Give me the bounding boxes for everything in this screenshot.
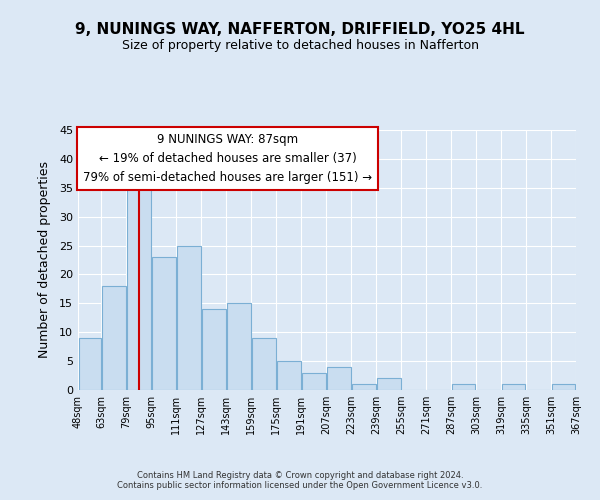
Bar: [127, 182, 151, 390]
Bar: [551, 384, 575, 390]
Bar: [102, 286, 126, 390]
Bar: [152, 257, 176, 390]
Text: Contains HM Land Registry data © Crown copyright and database right 2024.
Contai: Contains HM Land Registry data © Crown c…: [118, 470, 482, 490]
Y-axis label: Number of detached properties: Number of detached properties: [38, 162, 50, 358]
Bar: [502, 384, 526, 390]
Bar: [177, 246, 201, 390]
Bar: [302, 372, 326, 390]
Bar: [227, 304, 251, 390]
Bar: [252, 338, 275, 390]
Text: Size of property relative to detached houses in Nafferton: Size of property relative to detached ho…: [121, 39, 479, 52]
Bar: [352, 384, 376, 390]
Bar: [277, 361, 301, 390]
Bar: [377, 378, 401, 390]
Bar: [452, 384, 475, 390]
Bar: [79, 338, 101, 390]
Bar: [202, 309, 226, 390]
Text: 9 NUNINGS WAY: 87sqm
← 19% of detached houses are smaller (37)
79% of semi-detac: 9 NUNINGS WAY: 87sqm ← 19% of detached h…: [83, 132, 372, 184]
Bar: [327, 367, 350, 390]
Text: 9, NUNINGS WAY, NAFFERTON, DRIFFIELD, YO25 4HL: 9, NUNINGS WAY, NAFFERTON, DRIFFIELD, YO…: [75, 22, 525, 38]
